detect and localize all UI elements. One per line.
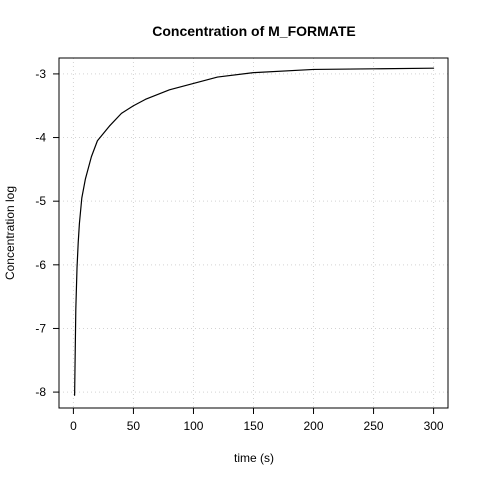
y-tick-label: -7: [35, 321, 46, 335]
y-tick-label: -6: [35, 258, 46, 272]
y-tick-label: -4: [35, 131, 46, 145]
x-tick-label: 200: [304, 419, 324, 433]
x-tick-label: 250: [364, 419, 384, 433]
series-layer: [74, 67, 435, 396]
axis-layer: 0 50 100 150 200 250 300 -8 -7 -6 -5 -4 -3: [35, 67, 444, 433]
y-axis-label: Concentration log: [3, 186, 17, 280]
x-axis-label: time (s): [234, 451, 274, 465]
y-tick-label: -5: [35, 194, 46, 208]
x-tick-label: 150: [243, 419, 263, 433]
y-tick-label: -8: [35, 385, 46, 399]
series-line: [74, 67, 435, 396]
x-tick-label: 0: [70, 419, 77, 433]
x-tick-label: 100: [183, 419, 203, 433]
grid-layer: [59, 58, 448, 408]
y-tick-label: -3: [35, 67, 46, 81]
chart-title: Concentration of M_FORMATE: [152, 23, 356, 39]
x-tick-label: 300: [424, 419, 444, 433]
x-tick-label: 50: [127, 419, 141, 433]
